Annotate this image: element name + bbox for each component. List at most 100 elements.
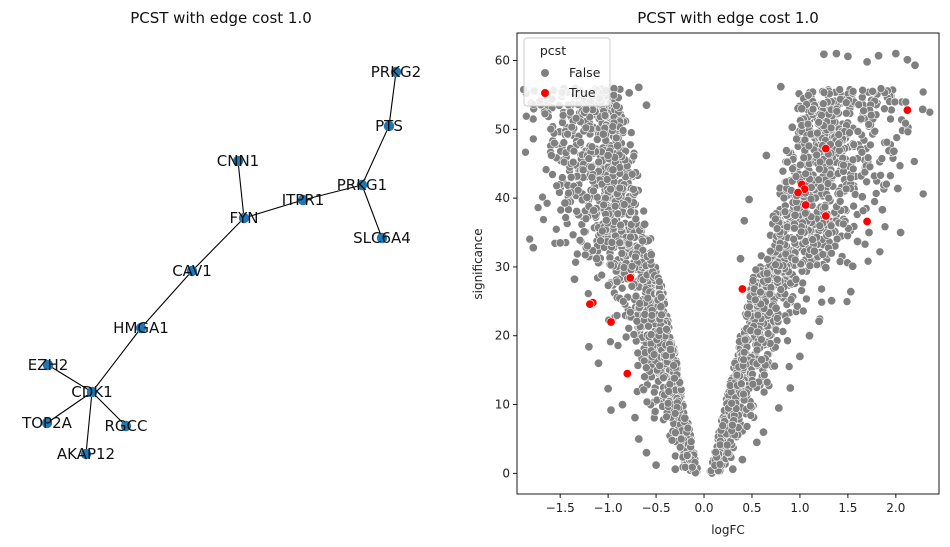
- scatter-point-true: [902, 105, 912, 115]
- scatter-point-false: [808, 104, 818, 114]
- scatter-point-false: [746, 411, 756, 420]
- scatter-title: PCST with edge cost 1.0: [637, 9, 819, 27]
- scatter-point-false: [786, 295, 796, 304]
- scatter-point-false: [752, 437, 762, 447]
- scatter-point-false: [815, 164, 824, 174]
- scatter-point-false: [521, 147, 530, 157]
- node-prkg2: [390, 66, 402, 78]
- scatter-point-false: [773, 274, 782, 284]
- scatter-point-false: [748, 379, 758, 389]
- scatter-point-false: [742, 422, 752, 431]
- scatter-point-false: [882, 137, 892, 147]
- scatter-point-false: [771, 260, 780, 270]
- scatter-point-false: [772, 313, 782, 323]
- node-label-fyn: FYN: [229, 209, 258, 227]
- node-rgcc: [120, 420, 132, 432]
- x-tick-label: −1.5: [546, 501, 575, 515]
- scatter-point-false: [641, 448, 651, 458]
- network-title: PCST with edge cost 1.0: [130, 9, 312, 27]
- node-label-ezh2: EZH2: [28, 356, 69, 374]
- x-axis-ticks: −1.5 −1.0 −0.5 0.0 0.5 1.0 1.5 2.0: [546, 494, 905, 515]
- scatter-point-false: [533, 203, 543, 212]
- node-cav1: [186, 265, 198, 277]
- scatter-point-false: [682, 451, 692, 460]
- edge-hmga1-cdk1: [91, 327, 142, 393]
- scatter-point-false: [886, 114, 895, 124]
- scatter-point-false: [727, 398, 736, 408]
- scatter-point-false: [583, 289, 593, 298]
- scatter-point-false: [853, 127, 863, 136]
- scatter-point-false: [812, 150, 822, 160]
- scatter-point-true: [801, 200, 811, 210]
- scatter-point-false: [821, 263, 831, 273]
- legend-box: [523, 37, 611, 107]
- scatter-point-false: [857, 192, 867, 202]
- scatter-point-false: [640, 310, 650, 319]
- network-labels: PRKG2 PTS PRKG1 SLC6A4 ITPR1 CNN1 FYN CAV1 HMGA1…: [21, 63, 421, 463]
- scatter-point-false: [752, 345, 762, 355]
- scatter-point-false: [863, 256, 873, 266]
- scatter-point-false: [824, 229, 833, 238]
- scatter-point-false: [602, 175, 612, 184]
- scatter-point-false: [596, 236, 605, 245]
- scatter-point-false: [656, 302, 666, 312]
- scatter-point-false: [635, 299, 645, 308]
- scatter-point-false: [599, 200, 609, 210]
- scatter-point-false: [592, 254, 602, 264]
- scatter-point-false: [581, 105, 591, 114]
- scatter-point-false: [740, 335, 750, 345]
- plot-area-frame: [516, 32, 940, 495]
- scatter-point-false: [787, 122, 797, 132]
- scatter-point-false: [877, 205, 887, 215]
- scatter-point-false: [797, 104, 807, 114]
- scatter-point-false: [808, 235, 817, 244]
- scatter-point-false: [617, 249, 627, 258]
- scatter-point-false: [846, 287, 856, 297]
- scatter-point-false: [877, 154, 887, 163]
- scatter-point-false: [814, 117, 824, 127]
- scatter-point-false: [834, 139, 843, 148]
- scatter-point-false: [578, 165, 588, 175]
- scatter-point-false: [606, 405, 616, 415]
- legend-label-false: False: [569, 65, 601, 80]
- scatter-point-false: [804, 141, 814, 151]
- scatter-point-false: [796, 160, 805, 170]
- scatter-point-false: [626, 207, 636, 216]
- edge-cdk1-akap12: [85, 391, 93, 455]
- scatter-point-false: [600, 111, 610, 120]
- scatter-point-false: [835, 85, 845, 94]
- scatter-point-false: [857, 148, 867, 157]
- scatter-point-false: [739, 355, 748, 365]
- scatter-point-false: [539, 215, 548, 224]
- scatter-point-false: [616, 220, 625, 230]
- scatter-point-false: [597, 226, 607, 236]
- edge-cdk1-rgcc: [91, 391, 127, 427]
- scatter-point-false: [569, 146, 579, 156]
- scatter-point-false: [631, 214, 641, 224]
- scatter-point-false: [633, 348, 643, 358]
- scatter-point-false: [606, 260, 616, 270]
- node-cnn1: [232, 155, 244, 167]
- scatter-point-false: [871, 189, 881, 198]
- scatter-point-false: [866, 140, 875, 150]
- node-fyn: [238, 212, 250, 224]
- scatter-point-false: [802, 294, 811, 304]
- scatter-point-false: [528, 134, 538, 144]
- scatter-point-false: [858, 85, 867, 95]
- scatter-point-false: [627, 261, 637, 271]
- scatter-point-false: [832, 107, 842, 116]
- legend-title: pcst: [540, 43, 566, 58]
- scatter-point-true: [862, 217, 872, 227]
- scatter-point-false: [762, 268, 772, 278]
- scatter-point-false: [801, 169, 810, 179]
- scatter-point-false: [650, 407, 660, 416]
- scatter-point-false: [761, 151, 771, 161]
- scatter-point-false: [601, 215, 611, 225]
- scatter-point-false: [575, 236, 585, 245]
- node-ezh2: [42, 359, 54, 371]
- scatter-point-false: [617, 400, 627, 410]
- legend: pcst False True: [523, 37, 611, 107]
- scatter-point-false: [592, 135, 602, 144]
- scatter-point-false: [626, 220, 636, 229]
